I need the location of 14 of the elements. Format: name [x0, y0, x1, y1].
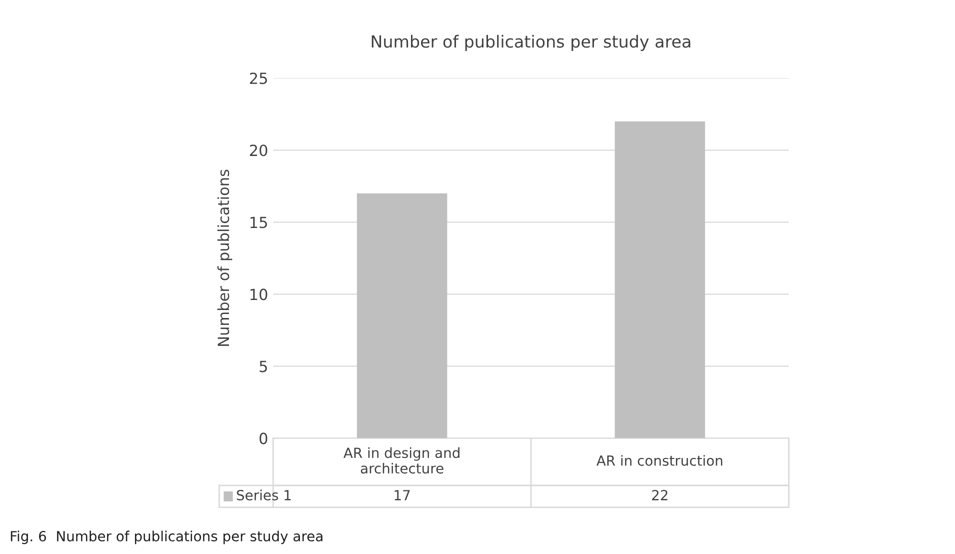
- data-label: 22: [652, 490, 668, 500]
- x-tick-label: AR in construction: [596, 455, 722, 466]
- caption: Fig. 6 Number of publications per study area: [10, 530, 322, 544]
- y-tick-label: 0: [260, 432, 268, 444]
- data-label: 17: [394, 490, 410, 500]
- y-axis-title: Number of publications: [217, 170, 232, 346]
- y-tick-label: 5: [260, 360, 267, 372]
- y-tick-label: 25: [250, 72, 267, 84]
- y-tick-label: 20: [250, 144, 268, 156]
- chart-title: Number of publications per study area: [372, 34, 690, 52]
- y-tick-label: 15: [250, 216, 267, 228]
- legend-label: Series 1: [236, 490, 291, 500]
- x-tick-label: AR in design and architecture: [344, 447, 460, 474]
- y-tick-label: 10: [250, 288, 268, 300]
